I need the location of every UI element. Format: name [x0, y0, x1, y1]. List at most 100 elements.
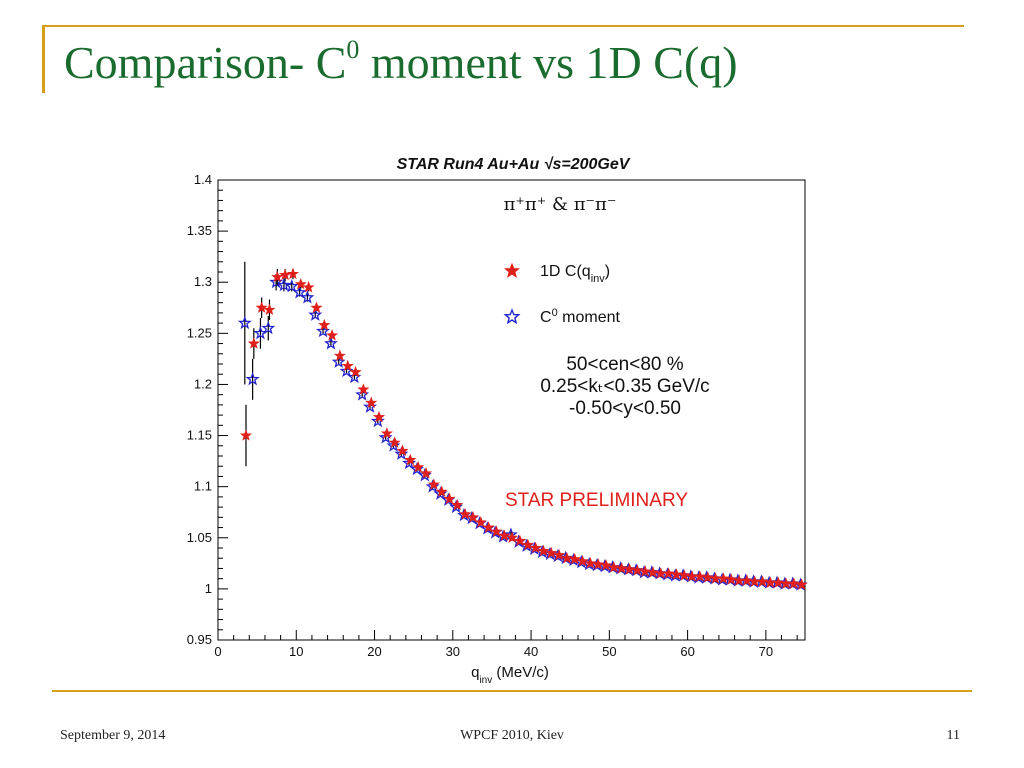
- data-point: [646, 566, 660, 578]
- data-point: [772, 576, 785, 588]
- cut-kt: 0.25<kₜ<0.35 GeV/c: [540, 376, 709, 397]
- data-point: [443, 492, 456, 505]
- y-tick-label: 1: [205, 581, 212, 596]
- star-preliminary-label: STAR PRELIMINARY: [505, 490, 688, 511]
- data-point: [239, 429, 253, 441]
- data-point: [740, 574, 753, 586]
- data-point: [294, 277, 307, 290]
- x-tick-label: 60: [680, 644, 694, 659]
- data-point: [662, 567, 675, 579]
- data-point: [592, 558, 605, 570]
- legend-label-c0: C0 moment: [540, 307, 620, 326]
- x-tick-label: 0: [214, 644, 221, 659]
- data-point: [404, 453, 417, 466]
- data-point: [451, 498, 464, 511]
- x-tick-label: 20: [367, 644, 381, 659]
- legend-label-1d: 1D C(qinv): [540, 263, 610, 285]
- data-point: [521, 538, 534, 551]
- footer-conference: WPCF 2010, Kiev: [460, 728, 564, 743]
- cut-centrality: 50<cen<80 %: [566, 354, 683, 375]
- data-point: [459, 507, 472, 520]
- data-point: [678, 569, 691, 581]
- footer-date: September 9, 2014: [60, 728, 166, 743]
- slide-title-rest: moment vs 1D C(q): [359, 37, 738, 88]
- data-point: [326, 329, 339, 341]
- pair-label: π⁺π⁺ & π⁻π⁻: [504, 194, 617, 215]
- correlation-chart: STAR Run4 Au+Au √s=200GeV 0 10 20 30 40 50 60 7…: [160, 145, 820, 690]
- slide-title-superscript: 0: [346, 34, 360, 64]
- data-point: [568, 552, 581, 565]
- data-point: [584, 556, 597, 569]
- data-point: [717, 572, 730, 584]
- data-point: [396, 444, 409, 456]
- slide-title: Comparison- C0 moment vs 1D C(q): [64, 34, 738, 89]
- data-point: [276, 277, 291, 292]
- data-point: [286, 267, 300, 280]
- frame-bottom-rule: [52, 690, 972, 692]
- x-tick-label: 30: [446, 644, 460, 659]
- data-point: [756, 575, 769, 587]
- data-point: [435, 485, 448, 497]
- data-point: [284, 278, 299, 293]
- data-point: [388, 436, 401, 448]
- data-point: [607, 561, 620, 573]
- x-tick-label: 10: [289, 644, 303, 659]
- x-axis-label: qinv (MeV/c): [471, 664, 549, 686]
- data-point: [255, 301, 268, 313]
- legend: 1D C(qinv) C0 moment: [503, 262, 620, 326]
- series-layer: [237, 261, 808, 591]
- data-point: [623, 563, 636, 575]
- data-point: [402, 455, 417, 470]
- data-point: [552, 548, 566, 561]
- data-point: [412, 460, 425, 473]
- data-point: [576, 554, 589, 567]
- data-point: [427, 478, 440, 490]
- y-tick-label: 1.3: [194, 274, 212, 289]
- data-point: [466, 510, 480, 523]
- axis-ticks: [217, 179, 798, 641]
- data-point: [787, 577, 800, 589]
- data-point: [506, 531, 519, 543]
- data-point: [474, 516, 487, 528]
- chart-title: STAR Run4 Au+Au √s=200GeV: [397, 156, 631, 173]
- plot-frame: [217, 179, 806, 641]
- y-tick-label: 1.35: [187, 223, 212, 238]
- data-point: [310, 301, 323, 313]
- series-1d-cqinv: [239, 267, 808, 590]
- data-point: [245, 371, 260, 386]
- data-point: [365, 396, 378, 409]
- cut-rapidity: -0.50<y<0.50: [569, 398, 681, 419]
- data-point: [419, 467, 433, 479]
- data-point: [372, 410, 386, 423]
- data-point: [300, 290, 315, 304]
- data-point: [513, 534, 527, 547]
- tick-labels: 0 10 20 30 40 50 60 70 0.95 1 1.05 1.1 1.15 1.2 1.25 1.…: [187, 172, 773, 659]
- data-point: [357, 383, 370, 395]
- data-point: [701, 571, 714, 583]
- y-tick-label: 1.1: [194, 479, 212, 494]
- frame-top-rule: [42, 25, 964, 27]
- data-point: [271, 270, 284, 283]
- legend-marker-1d: [503, 262, 521, 278]
- y-tick-label: 1.4: [194, 172, 212, 187]
- x-tick-label: 70: [759, 644, 773, 659]
- data-point: [725, 573, 738, 585]
- data-point: [394, 446, 409, 460]
- data-point: [615, 562, 628, 574]
- y-tick-label: 0.95: [187, 632, 212, 647]
- data-point: [498, 529, 511, 541]
- data-point: [318, 318, 331, 331]
- data-point: [795, 578, 808, 590]
- data-point: [292, 285, 307, 299]
- y-tick-label: 1.25: [187, 325, 212, 340]
- data-point: [482, 521, 495, 533]
- data-point: [302, 280, 315, 293]
- data-point: [545, 546, 558, 559]
- data-point: [253, 325, 268, 340]
- data-point: [261, 320, 276, 335]
- chart-background: [160, 145, 820, 690]
- data-point: [323, 336, 338, 350]
- x-tick-label: 50: [602, 644, 616, 659]
- legend-marker-c0: [503, 308, 521, 325]
- slide-title-main: Comparison- C: [64, 37, 347, 88]
